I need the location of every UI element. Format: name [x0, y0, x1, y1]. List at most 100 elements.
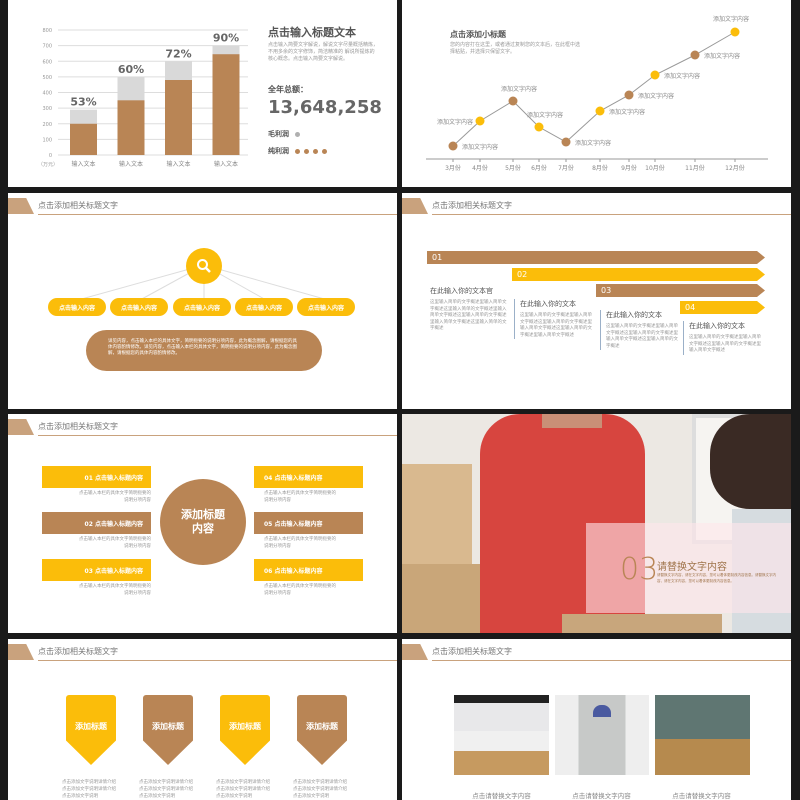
point-label: 添加文字内容 [527, 111, 563, 119]
item-title-box[interactable]: 06 点击输入标题内容 [254, 559, 363, 581]
title-shield[interactable]: 添加标题 [66, 695, 116, 765]
bar-value [212, 54, 240, 155]
chart-description: 点击输入简要文字解说，解说文字尽量概括精炼，不用多余的文字修饰，简洁精准的 解说… [268, 42, 379, 62]
x-tick-label: 输入文本 [119, 160, 143, 168]
shield-description: 点击添加文字说明详情介绍点击添加文字说明详情介绍点击添加文字说明 [62, 780, 116, 799]
item-title-box[interactable]: 01 点击输入标题内容 [42, 466, 151, 488]
step-heading: 在此输入你的文本 [606, 311, 662, 319]
header-divider [38, 214, 397, 215]
header-divider [432, 660, 791, 661]
data-point [534, 122, 544, 132]
header-title: 点击添加相关标题文字 [432, 647, 512, 656]
header-title: 点击添加相关标题文字 [432, 201, 512, 210]
x-tick-label: 4月份 [472, 164, 488, 172]
point-label: 添加文字内容 [704, 52, 740, 60]
item-description: 点击输入本栏的具体文字简明扼要的说明分项内容 [264, 491, 336, 503]
bar-value [165, 80, 192, 155]
point-label: 添加文字内容 [638, 92, 674, 100]
series-line [452, 31, 736, 147]
subtitle-body: 您的内容打在这里，或者通过复制您的文本后，在此框中选择粘贴，并选择只保留文字。 [450, 42, 581, 55]
title-shield[interactable]: 添加标题 [143, 695, 193, 765]
x-tick-label: 12月份 [725, 164, 745, 172]
item-title-box[interactable]: 04 点击输入标题内容 [254, 466, 363, 488]
item-description: 点击输入本栏的具体文字简明扼要的说明分项内容 [79, 491, 151, 503]
y-tick-label: 700 [42, 44, 52, 50]
step-column: 在此输入你的文本这里输入简单的文字概述里输入简单文字概述这里输入简单的文字概述里… [600, 310, 680, 350]
legend-dot [322, 148, 327, 154]
bar-data-label: 53% [70, 96, 96, 109]
center-circle: 添加标题内容 [160, 479, 246, 565]
content-pill[interactable]: 点击输入内容 [297, 298, 355, 316]
item-title-box[interactable]: 03 点击输入标题内容 [42, 559, 151, 581]
legend-label: 纯利润 [268, 147, 289, 155]
step-body: 这里输入简单的文字概述里输入简单文字概述这里输入简单的文字概述里输入简单文字概述… [606, 324, 678, 349]
point-label: 添加文字内容 [501, 85, 537, 93]
computer-photo [454, 695, 549, 775]
slide-shields[interactable]: 点击添加相关标题文字 添加标题点击添加文字说明详情介绍点击添加文字说明详情介绍点… [8, 639, 397, 800]
text-overlay [586, 523, 791, 613]
slide-bar-chart[interactable]: 0 100 200 300 400 500 600 700 800 （万元） 53% 输入文本 60% 输… [8, 0, 397, 187]
step-arrow: 04 [680, 301, 765, 314]
data-point [690, 50, 700, 60]
y-tick-label: 300 [42, 106, 52, 112]
photo-caption: 点击请替换文字内容 [672, 792, 731, 800]
step-column: 在此输入你的文本这里输入简单的文字概述里输入简单文字概述这里输入简单的文字概述里… [683, 321, 763, 355]
slide-line-chart[interactable]: 点击添加小标题 您的内容打在这里，或者通过复制您的文本后，在此框中选择粘贴，并选… [402, 0, 791, 187]
content-pill[interactable]: 点击输入内容 [173, 298, 231, 316]
item-description: 点击输入本栏的具体文字简明扼要的说明分项内容 [264, 537, 336, 549]
content-pill[interactable]: 点击输入内容 [48, 298, 106, 316]
point-label: 添加文字内容 [462, 143, 498, 151]
total-value: 13,648,258 [268, 97, 382, 118]
header-tab [402, 198, 428, 214]
y-axis-unit: （万元） [38, 162, 58, 168]
slide-photo[interactable]: 03 请替换文字内容 请替换文字内容，请在文字内容，您可以着体更制改内容信息。请… [402, 414, 791, 633]
header-tab [8, 198, 34, 214]
content-pill[interactable]: 点击输入内容 [235, 298, 293, 316]
header-divider [432, 214, 791, 215]
section-number: 03 [620, 552, 659, 587]
slide-steps[interactable]: 点击添加相关标题文字 01 在此输入你的文本官 这里输入简单的文字概述里输入简单文字… [402, 193, 791, 409]
step-heading: 在此输入你的文本官 [430, 287, 493, 295]
data-point [624, 90, 634, 100]
header-title: 点击添加相关标题文字 [38, 647, 118, 656]
item-title-box[interactable]: 02 点击输入标题内容 [42, 512, 151, 534]
slide-mindmap[interactable]: 点击添加相关标题文字 点击输入内容 点击输入内容 点击输入内容 点击输入内容 点击输入内… [8, 193, 397, 409]
bar-value [70, 123, 97, 155]
header-tab [8, 419, 34, 435]
bar-data-label: 72% [165, 47, 191, 60]
step-arrow: 02 [512, 268, 765, 281]
data-point [448, 141, 458, 151]
legend-dot [295, 131, 300, 137]
shield-description: 点击添加文字说明详情介绍点击添加文字说明详情介绍点击添加文字说明 [216, 780, 270, 799]
header-title: 点击添加相关标题文字 [38, 422, 118, 431]
legend-dot [295, 148, 300, 154]
step-arrow: 01 [427, 251, 765, 264]
header-tab [402, 644, 428, 660]
x-tick-label: 8月份 [592, 164, 608, 172]
x-tick-label: 10月份 [645, 164, 665, 172]
title-shield[interactable]: 添加标题 [220, 695, 270, 765]
item-title-box[interactable]: 05 点击输入标题内容 [254, 512, 363, 534]
point-label: 添加文字内容 [713, 15, 749, 23]
header-title: 点击添加相关标题文字 [38, 201, 118, 210]
slide-gallery[interactable]: 点击添加相关标题文字 点击请替换文字内容 点击请替换文字内容 点击请替换文字内容 [402, 639, 791, 800]
y-tick-label: 400 [42, 91, 52, 97]
section-body: 请替换文字内容，请在文字内容，您可以着体更制改内容信息。请替换文字内容，请在文字… [657, 573, 776, 583]
step-column: 在此输入你的文本官 这里输入简单的文字概述里输入简单文字概述这里输入简单的文字概述… [430, 286, 510, 333]
legend-label: 毛利润 [268, 130, 289, 138]
title-shield[interactable]: 添加标题 [297, 695, 347, 765]
step-heading: 在此输入你的文本 [689, 322, 745, 330]
data-point [475, 116, 485, 126]
header-divider [38, 660, 397, 661]
item-description: 点击输入本栏的具体文字简明扼要的说明分项内容 [79, 584, 151, 596]
bar-chart: 0 100 200 300 400 500 600 700 800 （万元） 53% 输入文本 60% 输… [38, 28, 248, 168]
content-pill[interactable]: 点击输入内容 [110, 298, 168, 316]
legend-item: 毛利润 [268, 129, 331, 139]
item-description: 点击输入本栏的具体文字简明扼要的说明分项内容 [264, 584, 336, 596]
x-tick-label: 输入文本 [166, 160, 190, 168]
step-body: 这里输入简单的文字概述里输入简单文字概述这里输入简单的文字概述里输入简单文字概述 [689, 335, 761, 353]
data-point [730, 27, 740, 37]
legend-item: 纯利润 [268, 146, 331, 156]
slide-six-items[interactable]: 点击添加相关标题文字 添加标题内容 01 点击输入标题内容点击输入本栏的具体文字… [8, 414, 397, 633]
x-tick-label: 11月份 [685, 164, 705, 172]
